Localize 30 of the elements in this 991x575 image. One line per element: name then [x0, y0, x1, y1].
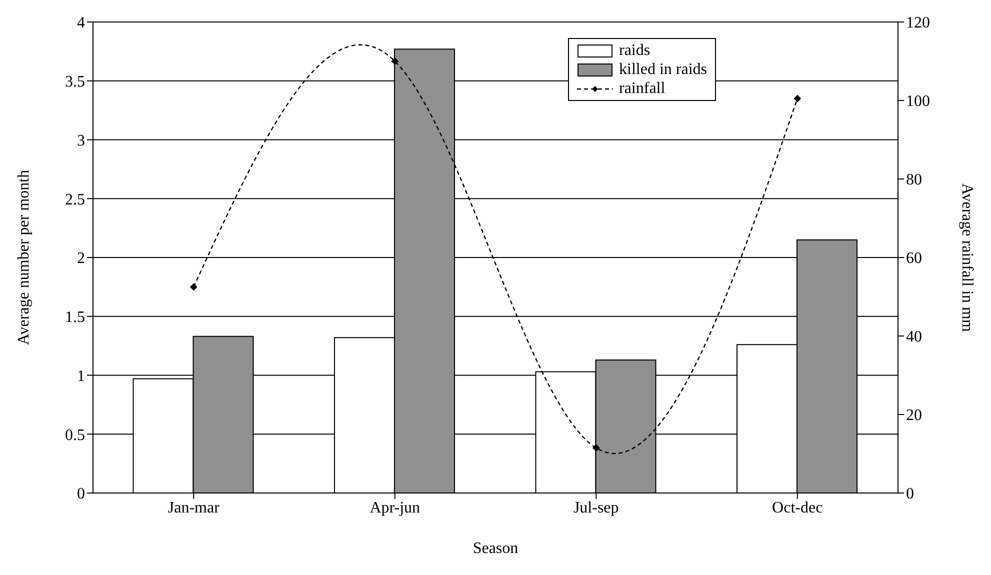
x-tick-label: Oct-dec	[772, 499, 823, 516]
y-tick-label: 0	[77, 486, 85, 503]
y2-tick-label: 80	[906, 172, 922, 189]
y-tick-label: 0.5	[65, 426, 85, 444]
y2-tick-label: 20	[906, 407, 922, 424]
x-tick-label: Apr-jun	[370, 499, 420, 516]
point	[592, 444, 600, 452]
point	[794, 95, 801, 102]
y-tick-label: 3	[77, 132, 85, 150]
y-tick-label: 3.5	[65, 74, 85, 91]
legend-label: rainfall	[619, 79, 666, 98]
y2-tick-label: 0	[906, 486, 914, 503]
x-axis-title: Season	[472, 540, 518, 557]
y2-tick-label: 100	[906, 93, 930, 110]
y2-tick-label: 40	[906, 328, 922, 346]
y-tick-label: 4	[77, 14, 85, 32]
y-tick-label: 1	[77, 368, 85, 385]
y2-tick-label: 120	[906, 14, 930, 32]
legend-label: killed in raids	[619, 60, 707, 79]
y-tick-label: 2	[77, 250, 85, 268]
y2-tick-label: 60	[906, 250, 922, 268]
point	[391, 58, 398, 65]
x-tick-label: Jan-mar	[168, 499, 220, 516]
y-tick-label: 2.5	[65, 191, 85, 208]
y2-axis-title: Average rainfall in mm	[958, 183, 976, 332]
point	[190, 283, 198, 290]
x-tick-label: Jul-sep	[573, 499, 619, 516]
y-axis-title: Average number per month	[16, 170, 33, 346]
legend-label: raids	[619, 41, 650, 60]
y-tick-label: 1.5	[65, 309, 85, 326]
